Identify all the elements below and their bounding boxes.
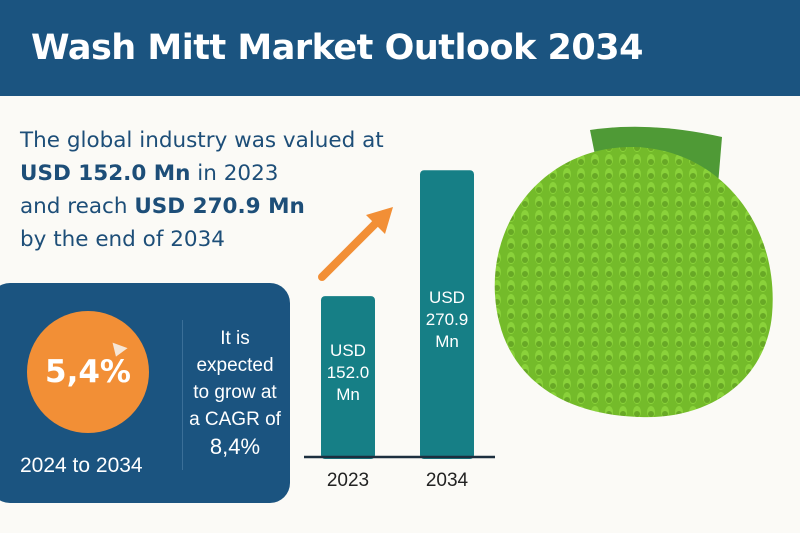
summary-line-3: and reach USD 270.9 Mn xyxy=(20,190,384,223)
cagr-line: to grow at xyxy=(193,382,277,403)
growth-circle: 5,4% xyxy=(27,311,149,433)
reach-text: and reach xyxy=(20,194,135,219)
cagr-value: 8,4% xyxy=(209,434,261,459)
card-divider xyxy=(182,320,183,470)
bar-value-label: 152.0 xyxy=(327,363,370,382)
wash-mitt-image xyxy=(494,126,773,418)
summary-line-1: The global industry was valued at xyxy=(20,128,384,153)
bar-value-label: USD xyxy=(429,288,465,307)
year-2023-text: in 2023 xyxy=(190,161,279,186)
value-2034: USD 270.9 Mn xyxy=(134,194,305,219)
bar-value-label: Mn xyxy=(435,332,459,351)
page-title: Wash Mitt Market Outlook 2034 xyxy=(31,28,643,68)
trend-arrow-head xyxy=(366,207,393,234)
bar-2034 xyxy=(420,170,474,459)
cagr-description: It is expected to grow at a CAGR of 8,4% xyxy=(186,325,284,460)
trend-arrow-shaft xyxy=(318,220,379,281)
bar-value-label: USD xyxy=(330,341,366,360)
forecast-period: 2024 to 2034 xyxy=(20,454,143,477)
cagr-line: expected xyxy=(196,355,274,376)
bar-value-label: Mn xyxy=(336,385,360,404)
summary-line-2: USD 152.0 Mn in 2023 xyxy=(20,157,384,190)
header-banner: Wash Mitt Market Outlook 2034 xyxy=(0,0,800,96)
x-tick-label: 2023 xyxy=(327,470,369,491)
mitt-body xyxy=(494,146,773,418)
bar-value-label: 270.9 xyxy=(426,310,469,329)
x-tick-label: 2034 xyxy=(426,470,469,491)
cagr-line: a CAGR of xyxy=(189,409,281,430)
market-summary: The global industry was valued at USD 15… xyxy=(20,124,384,256)
bar-2023 xyxy=(321,296,375,459)
circle-value: 5,4% xyxy=(45,354,131,390)
cagr-line: It is xyxy=(220,328,250,349)
summary-line-4: by the end of 2034 xyxy=(20,227,225,252)
value-2023: USD 152.0 Mn xyxy=(20,161,191,186)
